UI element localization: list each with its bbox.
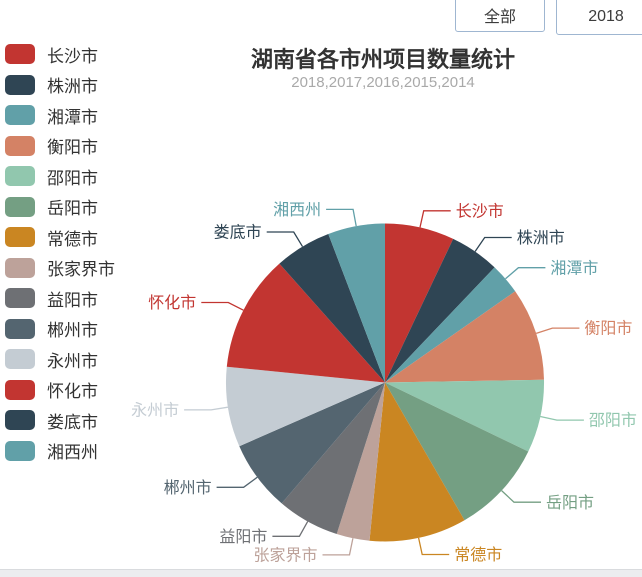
pie-label-3: 衡阳市 (584, 320, 632, 338)
pie-slice-4[interactable] (385, 379, 545, 452)
legend-item-6[interactable]: 常德市 (5, 227, 115, 249)
page-bottom-strip (0, 569, 642, 577)
legend-swatch (5, 227, 35, 247)
legend-swatch (5, 318, 35, 339)
pie-slice-7[interactable] (336, 382, 385, 541)
pie-slice-9[interactable] (239, 382, 385, 504)
pie-slice-8[interactable] (281, 382, 385, 535)
pie-slice-3[interactable] (385, 291, 544, 383)
pie-label-12: 娄底市 (214, 224, 262, 242)
legend-item-5[interactable]: 岳阳市 (5, 196, 115, 218)
pie-label-line-12 (266, 231, 304, 247)
legend-swatch (5, 349, 35, 369)
legend-swatch (5, 105, 35, 125)
pie-label-13: 湘西州 (273, 201, 321, 219)
legend-swatch (5, 44, 35, 64)
legend-label: 娄底市 (47, 412, 98, 432)
legend-swatch (5, 74, 35, 95)
pie-label-line-9 (216, 476, 258, 488)
pie-label-9: 郴州市 (164, 479, 212, 497)
chart-subtitle: 2018,2017,2016,2015,2014 (291, 74, 475, 91)
chart-title: 湖南省各市州项目数量统计 (250, 47, 516, 72)
pie-label-line-11 (201, 301, 244, 311)
pie-label-line-5 (501, 490, 541, 503)
legend-item-13[interactable]: 湘西州 (5, 440, 115, 462)
legend-item-8[interactable]: 益阳市 (5, 288, 115, 310)
pie-label-1: 株洲市 (517, 229, 565, 247)
pie-slice-1[interactable] (385, 238, 495, 383)
pie-label-line-4 (540, 415, 584, 421)
legend-label: 张家界市 (47, 260, 115, 279)
legend-item-3[interactable]: 衡阳市 (5, 135, 115, 157)
legend-item-4[interactable]: 邵阳市 (5, 166, 115, 188)
legend-label: 湘西州 (47, 443, 98, 462)
pie-label-line-8 (272, 521, 309, 537)
legend-swatch (5, 196, 35, 217)
legend-item-9[interactable]: 郴州市 (5, 318, 115, 340)
legend-item-12[interactable]: 娄底市 (5, 410, 115, 432)
pie-label-11: 怀化市 (148, 294, 196, 312)
pie-slice-12[interactable] (279, 234, 385, 383)
legend-swatch (5, 257, 35, 278)
pie-label-line-2 (505, 267, 546, 280)
pie-label-4: 邵阳市 (589, 412, 637, 430)
pie-label-7: 张家界市 (253, 547, 317, 565)
pie-label-line-1 (474, 236, 512, 252)
pie-label-line-13 (326, 208, 357, 227)
pie-label-6: 常德市 (454, 546, 502, 564)
pie-label-10: 永州市 (131, 402, 179, 420)
legend-label: 湘潭市 (47, 107, 98, 127)
legend-swatch (5, 135, 35, 156)
legend-swatch (5, 440, 35, 461)
pie-label-line-7 (322, 538, 354, 556)
legend-label: 益阳市 (47, 290, 98, 310)
legend-label: 岳阳市 (47, 199, 98, 218)
legend: 长沙市株洲市湘潭市衡阳市邵阳市岳阳市常德市张家界市益阳市郴州市永州市怀化市娄底市… (5, 44, 115, 471)
pie-label-0: 长沙市 (456, 202, 504, 220)
legend-item-2[interactable]: 湘潭市 (5, 105, 115, 127)
pie-slice-10[interactable] (226, 366, 385, 447)
pie-label-line-0 (419, 210, 451, 228)
legend-item-7[interactable]: 张家界市 (5, 257, 115, 279)
pie-slice-2[interactable] (385, 267, 516, 383)
legend-item-10[interactable]: 永州市 (5, 349, 115, 371)
legend-label: 永州市 (47, 351, 98, 371)
pie-slice-0[interactable] (385, 223, 454, 383)
pie-slice-6[interactable] (369, 382, 465, 542)
legend-item-0[interactable]: 长沙市 (5, 44, 115, 66)
legend-swatch (5, 410, 35, 430)
pie-slice-11[interactable] (226, 263, 385, 383)
legend-item-1[interactable]: 株洲市 (5, 74, 115, 96)
filter-year-2018-button[interactable]: 2018 (556, 0, 642, 35)
pie-slice-5[interactable] (385, 382, 529, 521)
legend-label: 衡阳市 (47, 138, 98, 157)
pie-label-line-3 (535, 327, 580, 335)
legend-label: 长沙市 (47, 46, 98, 66)
legend-label: 郴州市 (47, 321, 98, 340)
legend-label: 株洲市 (47, 77, 98, 96)
legend-label: 常德市 (47, 229, 98, 249)
legend-item-11[interactable]: 怀化市 (5, 379, 115, 401)
legend-swatch (5, 379, 35, 400)
filter-all-button[interactable]: 全部 (455, 0, 545, 32)
legend-label: 怀化市 (47, 382, 98, 401)
pie-label-line-6 (417, 537, 450, 556)
pie-label-2: 湘潭市 (550, 259, 598, 277)
pie-slice-13[interactable] (328, 223, 385, 383)
pie-label-5: 岳阳市 (546, 494, 594, 512)
legend-swatch (5, 288, 35, 308)
legend-label: 邵阳市 (47, 168, 98, 188)
pie-label-8: 益阳市 (219, 528, 267, 546)
pie-label-line-10 (184, 406, 229, 411)
legend-swatch (5, 166, 35, 186)
